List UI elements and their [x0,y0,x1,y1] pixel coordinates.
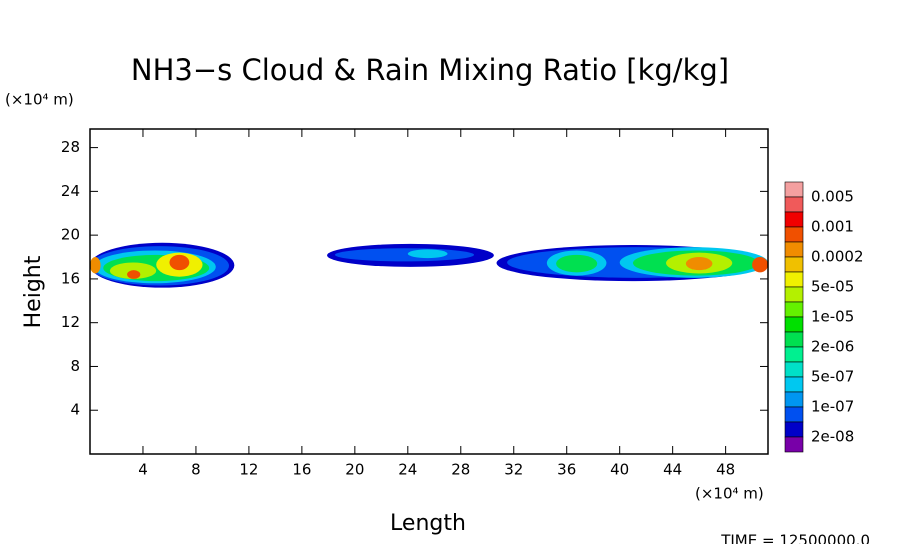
colorbar-swatch [784,286,804,303]
x-tick-label: 20 [345,461,364,479]
y-tick-label: 20 [61,226,80,244]
cloud-region [556,254,598,273]
colorbar-label: 2e-08 [811,428,854,446]
colorbar-swatch [784,421,804,438]
y-tick-label: 24 [61,182,80,200]
y-tick-label: 16 [61,269,80,287]
x-tick-label: 12 [239,461,258,479]
colorbar-swatch [784,181,804,198]
y-tick-label: 12 [61,313,80,331]
colorbar-swatch [784,436,804,453]
colorbar-swatch [784,211,804,228]
colorbar-label: 0.001 [811,218,854,236]
colorbar-swatch [784,391,804,408]
footer-time: TIME = 12500000.0 [720,532,870,544]
cloud-region [169,254,190,271]
x-tick-label: 32 [504,461,523,479]
cloud-region [752,257,768,273]
colorbar-label: 5e-07 [811,368,854,386]
x-tick-label: 40 [610,461,629,479]
x-axis-label: Length [390,511,466,536]
x-unit: (×10⁴ m) [695,485,764,503]
y-axis-label: Height [21,255,46,328]
colorbar-swatch [784,271,804,288]
colorbar-swatch [784,376,804,393]
colorbar-swatch [784,256,804,273]
x-tick-label: 4 [138,461,148,479]
colorbar-swatch [784,346,804,363]
cloud-region [334,248,475,262]
cloud-region [127,270,141,279]
colorbar-swatch [784,226,804,243]
y-tick-label: 28 [61,138,80,156]
x-tick-label: 36 [557,461,576,479]
cloud-region [90,257,101,274]
colorbar-swatch [784,361,804,378]
colorbar-label: 1e-07 [811,398,854,416]
chart-title: NH3−s Cloud & Rain Mixing Ratio [kg/kg] [131,53,729,87]
contour-field [90,242,768,288]
x-tick-label: 24 [398,461,417,479]
x-tick-label: 44 [663,461,682,479]
colorbar-label: 1e-05 [811,308,854,326]
x-tick-label: 48 [716,461,735,479]
plot-frame [89,128,769,455]
colorbar-swatch [784,196,804,213]
colorbar-label: 5e-05 [811,278,854,296]
colorbar-swatch [784,241,804,258]
cloud-region [685,257,713,271]
x-tick-label: 8 [191,461,201,479]
colorbar-swatch [784,406,804,423]
colorbar-label: 0.005 [811,188,854,206]
colorbar-swatch [784,301,804,318]
y-tick-label: 4 [70,401,80,419]
cloud-region [407,249,448,259]
x-tick-label: 28 [451,461,470,479]
y-unit: (×10⁴ m) [5,91,74,109]
colorbar-swatch [784,331,804,348]
colorbar-label: 2e-06 [811,338,854,356]
y-tick-label: 8 [70,357,80,375]
colorbar-swatch [784,316,804,333]
x-tick-label: 16 [292,461,311,479]
colorbar-label: 0.0002 [811,248,864,266]
